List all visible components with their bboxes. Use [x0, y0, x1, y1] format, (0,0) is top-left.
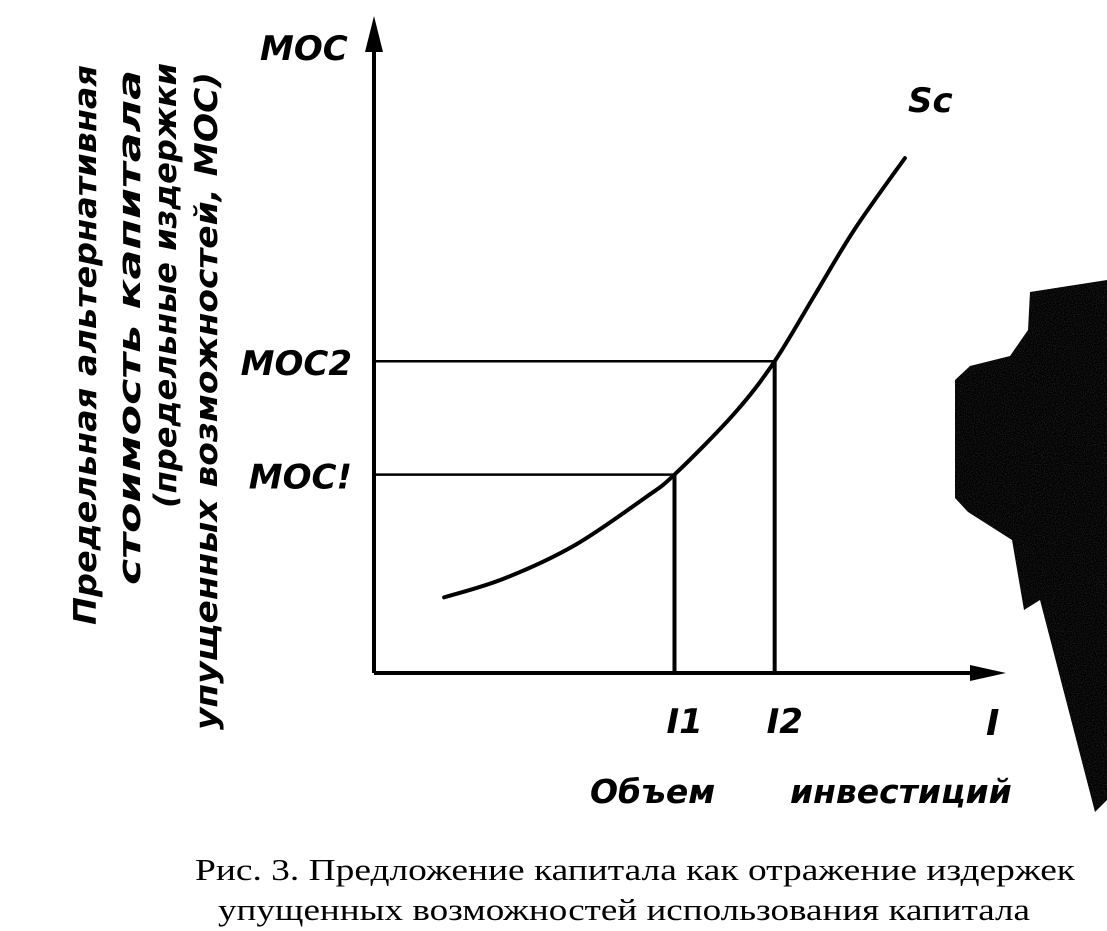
caption-line-2: упущенных возможностей использования кап…: [218, 892, 1030, 927]
x-tick-label-1: I1: [666, 702, 702, 742]
y-axis-desc-line-4: упущенных возможностей, МОС): [189, 72, 225, 730]
x-axis-end-label: I: [986, 703, 999, 744]
x-axis-arrow: [970, 665, 1006, 681]
y-axis-top-label: MOC: [260, 29, 348, 69]
y-axis-desc-line-1: Предельная альтернативная: [68, 65, 104, 625]
y-tick-label-1: MOC!: [249, 458, 352, 498]
y-axis-desc-line-2: стоимость капитала: [112, 70, 148, 585]
plot-area: I1 MOC! I2 MOC2: [241, 156, 907, 742]
series-line-0: [442, 156, 907, 600]
x-tick-label-2: I2: [767, 702, 803, 742]
y-axis-description: Предельная альтернативная: [68, 65, 104, 625]
series-label-sc: Sc: [908, 81, 953, 121]
y-axis-desc-line-3: (предельные издержки: [148, 63, 184, 508]
scan-shadow-grain: [950, 270, 1107, 830]
caption-line-1: Рис. 3. Предложение капитала как отражен…: [195, 852, 1076, 887]
x-axis-word-2: инвестиций: [790, 772, 1012, 811]
y-axis-arrow: [365, 16, 383, 52]
y-tick-label-2: MOC2: [241, 344, 352, 384]
x-axis-word-1: Объем: [590, 772, 715, 811]
